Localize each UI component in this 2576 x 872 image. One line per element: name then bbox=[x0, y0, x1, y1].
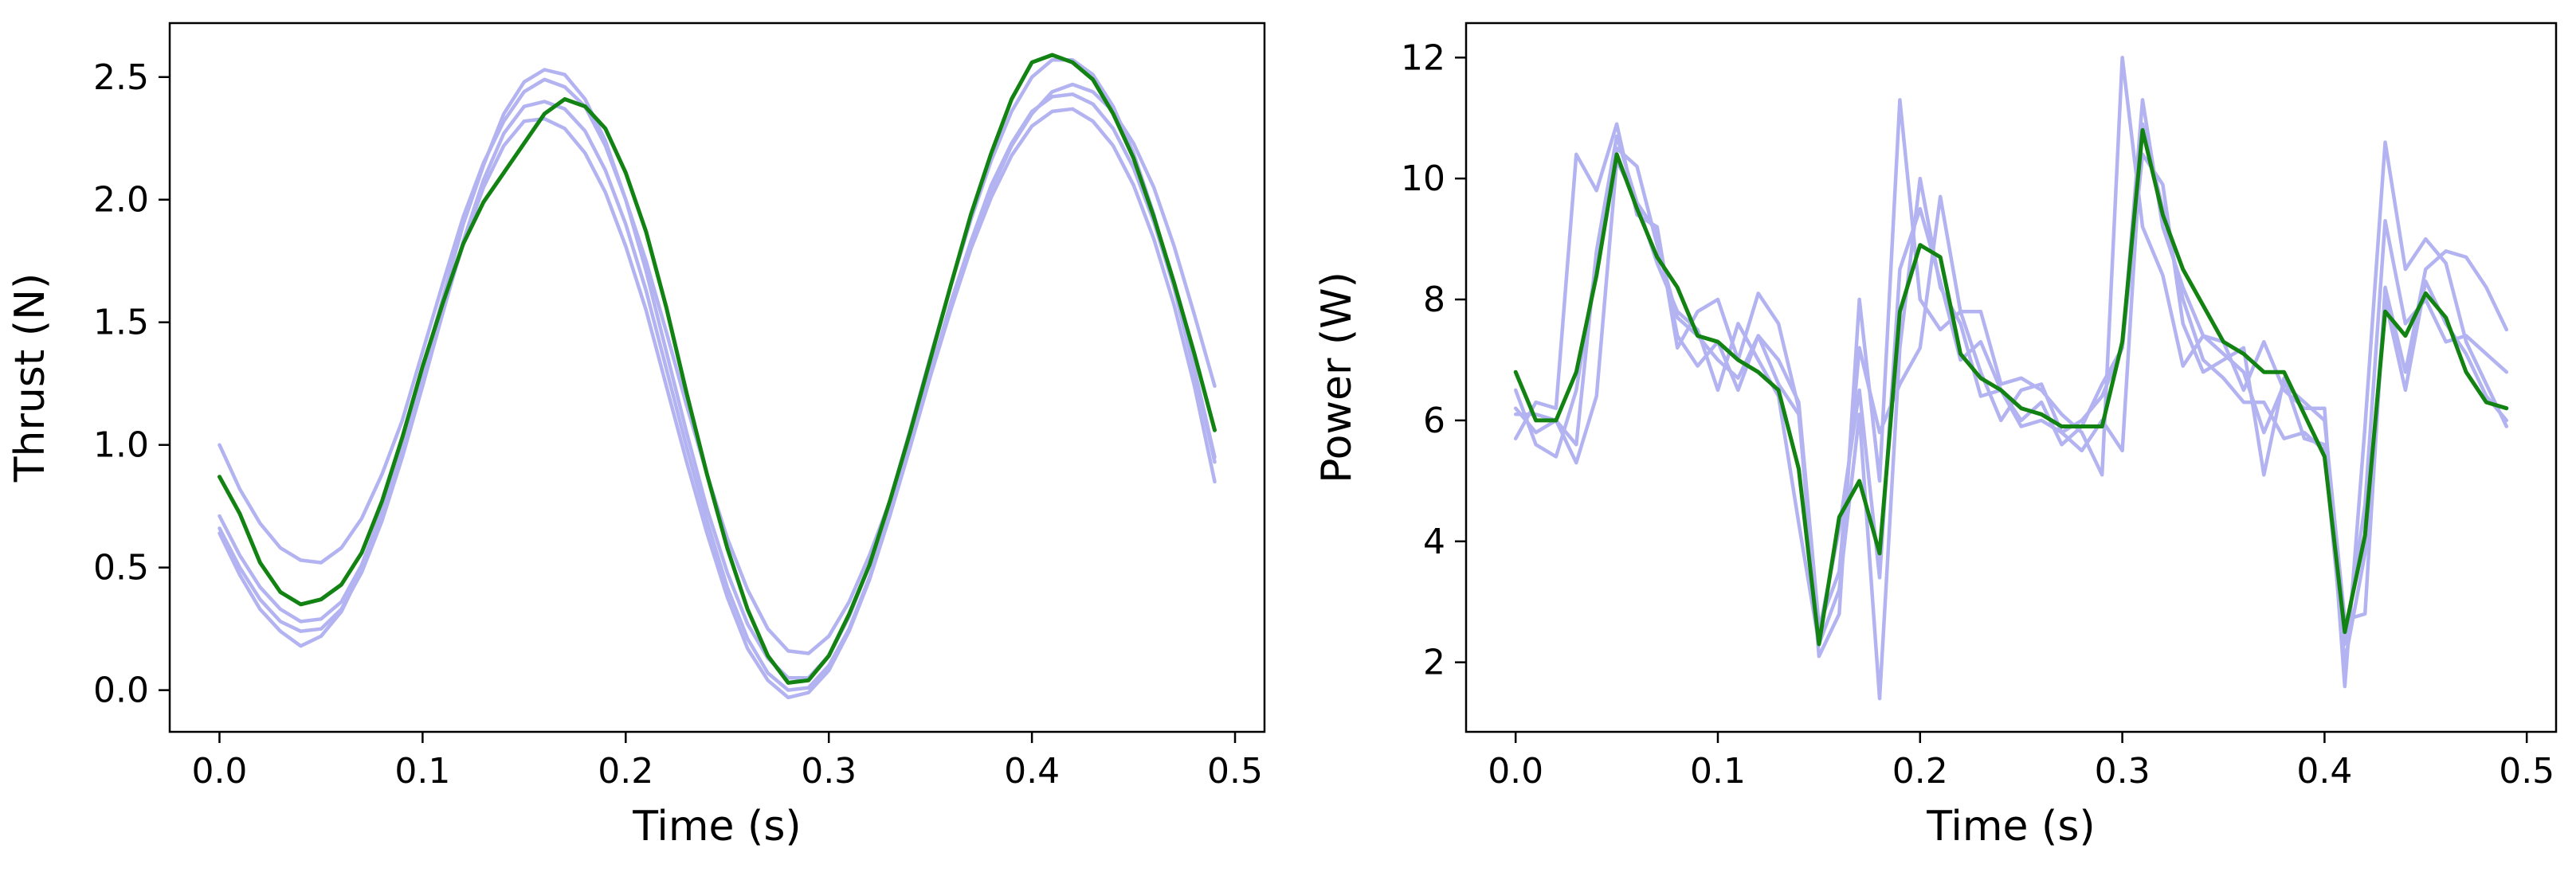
thrust-y-axis-label: Thrust (N) bbox=[6, 273, 54, 483]
power-x-tick-label: 0.4 bbox=[2296, 751, 2352, 792]
thrust-plot-area bbox=[170, 23, 1264, 732]
power-y-tick-label: 6 bbox=[1423, 401, 1445, 441]
power-y-axis-label: Power (W) bbox=[1313, 272, 1361, 483]
thrust-x-tick-label: 0.4 bbox=[1004, 751, 1060, 792]
thrust-x-tick-label: 0.3 bbox=[801, 751, 857, 792]
power-y-tick-label: 10 bbox=[1401, 158, 1445, 199]
thrust-y-tick-label: 2.5 bbox=[93, 57, 149, 98]
thrust-x-tick-label: 0.1 bbox=[394, 751, 450, 792]
thrust-y-tick-label: 2.0 bbox=[93, 180, 149, 221]
power-mean-line bbox=[1513, 127, 2509, 647]
power-x-tick-label: 0.2 bbox=[1892, 751, 1948, 792]
thrust-y-tick-label: 1.0 bbox=[93, 425, 149, 466]
thrust-mean-line bbox=[218, 53, 1217, 685]
power-y-tick-label: 12 bbox=[1401, 37, 1445, 78]
power-x-tick-label: 0.5 bbox=[2499, 751, 2554, 792]
power-chart-panel: 0.0 0.1 0.2 0.3 0.4 0.5 2 4 6 8 10 12 Time (s) Power … bbox=[1313, 22, 2558, 850]
power-y-tick-label: 2 bbox=[1423, 643, 1445, 683]
power-y-tick-label: 8 bbox=[1423, 280, 1445, 320]
thrust-x-axis-label: Time (s) bbox=[632, 803, 801, 850]
thrust-chart-panel: 0.0 0.1 0.2 0.3 0.4 0.5 0.0 0.5 1.0 1.5 2.0 2.5 Time… bbox=[6, 22, 1266, 850]
power-y-tick-label: 4 bbox=[1423, 522, 1445, 562]
power-run-line-4 bbox=[1513, 122, 2509, 664]
power-x-axis-label: Time (s) bbox=[1926, 803, 2095, 850]
power-axes-frame bbox=[1464, 22, 2558, 733]
thrust-y-tick-label: 0.0 bbox=[93, 671, 149, 711]
thrust-y-tick-label: 1.5 bbox=[93, 303, 149, 343]
power-x-tick-label: 0.3 bbox=[2095, 751, 2151, 792]
power-plot-area bbox=[1466, 23, 2556, 732]
thrust-run-line-4 bbox=[218, 92, 1217, 692]
power-x-tick-label: 0.1 bbox=[1690, 751, 1746, 792]
thrust-axes-frame bbox=[168, 22, 1266, 733]
thrust-x-tick-label: 0.0 bbox=[191, 751, 247, 792]
thrust-x-tick-label: 0.5 bbox=[1207, 751, 1263, 792]
power-x-tick-label: 0.0 bbox=[1488, 751, 1543, 792]
thrust-y-tick-label: 0.5 bbox=[93, 548, 149, 589]
thrust-x-tick-label: 0.2 bbox=[598, 751, 653, 792]
